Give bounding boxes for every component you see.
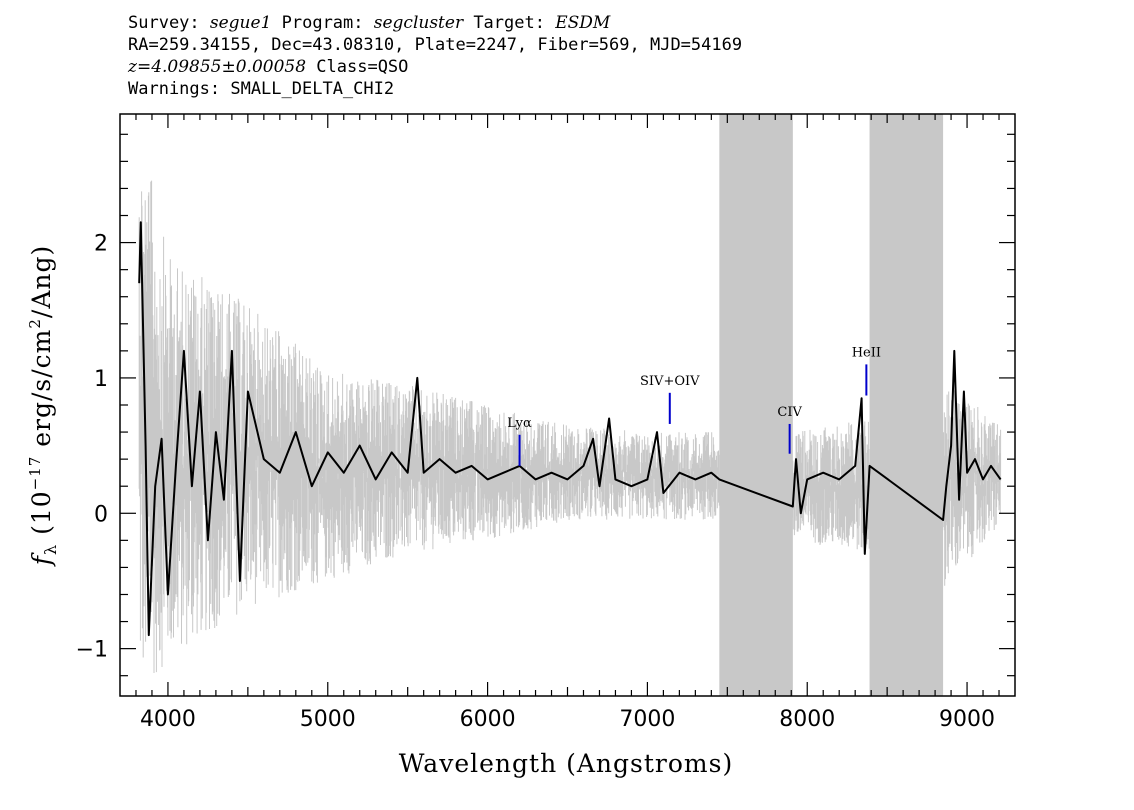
- header-line-warnings: Warnings: SMALL_DELTA_CHI2: [128, 79, 395, 99]
- line-marker-label: HeII: [852, 345, 881, 360]
- target-label: Target:: [463, 13, 556, 33]
- header-line-survey: Survey: segue1 Program: segcluster Targe…: [128, 12, 742, 34]
- x-tick-label: 7000: [619, 707, 675, 732]
- redshift-value: z=4.09855±0.00058: [128, 57, 307, 77]
- flux-series: [138, 221, 1002, 637]
- x-tick-label: 5000: [300, 707, 356, 732]
- line-marker-label: SIV+OIV: [640, 374, 700, 389]
- header-line-redshift: z=4.09855±0.00058 Class=QSO: [128, 56, 742, 78]
- masked-region: [869, 114, 944, 696]
- program-value: segcluster: [373, 13, 464, 33]
- y-axis-title: fλ (10−17 erg/s/cm2/Ang): [26, 245, 60, 568]
- x-tick-label: 4000: [140, 707, 196, 732]
- y-tick-label: 1: [94, 367, 108, 392]
- flux-line: [138, 221, 1002, 637]
- y-axis-ticks: −1 0 1 2: [76, 133, 1015, 677]
- header-line-coordinates: RA=259.34155, Dec=43.08310, Plate=2247, …: [128, 35, 743, 55]
- y-tick-label: 0: [94, 502, 108, 527]
- x-axis-title: Wavelength (Angstroms): [399, 749, 733, 778]
- line-marker-label: CIV: [777, 405, 802, 420]
- x-tick-label: 6000: [460, 707, 516, 732]
- masked-region: [719, 114, 793, 696]
- survey-value: segue1: [209, 13, 272, 33]
- spectrum-header: Survey: segue1 Program: segcluster Targe…: [128, 12, 742, 100]
- y-tick-label: −1: [76, 638, 108, 663]
- y-tick-label: 2: [94, 232, 108, 257]
- survey-label: Survey:: [128, 13, 210, 33]
- x-tick-label: 8000: [779, 707, 835, 732]
- class-value: Class=QSO: [306, 57, 409, 77]
- x-axis-ticks: 4000 5000 6000 7000 8000 9000: [135, 114, 1000, 732]
- emission-line-markers: Lyα SIV+OIV CIV HeII: [507, 345, 881, 466]
- x-tick-label: 9000: [939, 707, 995, 732]
- line-marker-label: Lyα: [507, 416, 532, 431]
- target-value: ESDM: [555, 13, 611, 33]
- masked-regions: [719, 114, 944, 696]
- program-label: Program:: [271, 13, 374, 33]
